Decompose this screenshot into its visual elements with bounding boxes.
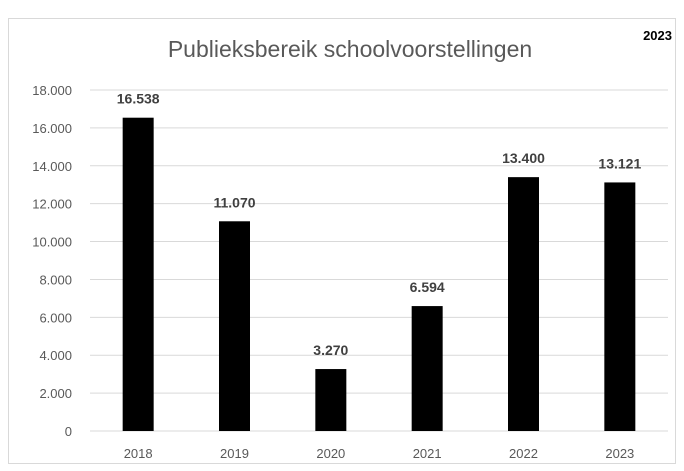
y-tick-label: 2.000 <box>39 386 72 401</box>
data-label-2018: 16.538 <box>117 91 160 107</box>
y-tick-label: 14.000 <box>32 159 72 174</box>
data-labels: 16.538 11.070 3.270 6.594 13.400 13.121 <box>117 91 642 358</box>
y-tick-label: 0 <box>65 424 72 439</box>
x-axis-ticks: 2018 2019 2020 2021 2022 2023 <box>124 446 635 461</box>
gridlines <box>90 89 668 432</box>
y-tick-label: 6.000 <box>39 310 72 325</box>
data-label-2023: 13.121 <box>598 155 641 171</box>
data-label-2022: 13.400 <box>502 150 545 166</box>
data-label-2020: 3.270 <box>313 342 348 358</box>
y-tick-label: 8.000 <box>39 272 72 287</box>
data-label-2019: 11.070 <box>213 194 255 210</box>
bar-2019 <box>219 221 250 431</box>
x-tick-label: 2019 <box>220 446 249 461</box>
bar-2021 <box>411 306 443 431</box>
x-tick-label: 2018 <box>124 446 153 461</box>
x-tick-label: 2023 <box>605 446 634 461</box>
bars <box>122 117 636 431</box>
bar-2023 <box>604 182 636 431</box>
bar-2018 <box>122 117 154 431</box>
x-tick-label: 2020 <box>316 446 345 461</box>
x-tick-label: 2022 <box>509 446 538 461</box>
y-tick-label: 12.000 <box>32 197 72 212</box>
corner-label: 2023 <box>643 28 672 43</box>
y-tick-label: 16.000 <box>32 121 72 136</box>
data-label-2021: 6.594 <box>410 279 445 295</box>
chart-title: Publieksbereik schoolvoorstellingen <box>168 36 532 62</box>
bar-2020 <box>315 369 347 431</box>
bar-2022 <box>508 177 539 431</box>
y-axis-ticks: 0 2.000 4.000 6.000 8.000 10.000 12.000 14.000 1… <box>32 83 72 439</box>
y-tick-label: 10.000 <box>32 235 72 250</box>
y-tick-label: 4.000 <box>39 348 72 363</box>
x-tick-label: 2021 <box>413 446 442 461</box>
y-tick-label: 18.000 <box>32 83 72 98</box>
